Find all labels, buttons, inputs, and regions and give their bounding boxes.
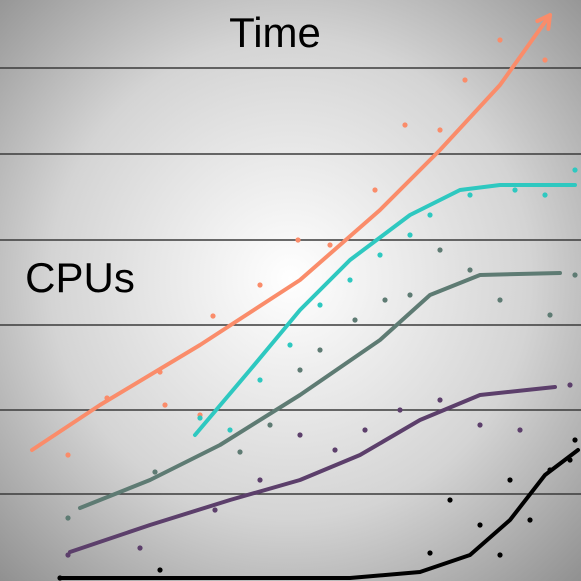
data-point — [227, 427, 233, 433]
data-point — [547, 312, 553, 318]
data-point — [572, 167, 578, 173]
data-point — [407, 292, 413, 298]
series — [30, 13, 552, 458]
data-point — [297, 367, 303, 373]
grid — [0, 67, 581, 495]
data-point — [462, 77, 468, 83]
data-point — [65, 515, 71, 521]
data-point — [542, 57, 548, 63]
data-point — [467, 267, 473, 273]
data-point — [467, 192, 473, 198]
data-point — [497, 37, 503, 43]
data-point — [497, 297, 503, 303]
series — [57, 437, 580, 581]
data-point — [152, 469, 158, 475]
data-point — [477, 422, 483, 428]
data-point — [407, 232, 413, 238]
data-point — [295, 237, 301, 243]
data-point — [237, 449, 243, 455]
data-point — [507, 477, 513, 483]
data-point — [332, 447, 338, 453]
data-point — [437, 397, 443, 403]
data-point — [317, 347, 323, 353]
series — [65, 382, 573, 558]
data-point — [197, 415, 203, 421]
data-point — [317, 302, 323, 308]
arrow-head — [535, 13, 552, 31]
data-point — [572, 437, 578, 443]
data-point — [397, 407, 403, 413]
data-point — [497, 552, 503, 558]
chart-title: Time — [229, 9, 321, 56]
trend-line — [193, 183, 577, 437]
data-point — [352, 317, 358, 323]
data-point — [257, 477, 263, 483]
data-point — [212, 507, 218, 513]
axis-annotation: CPUs — [25, 254, 135, 301]
data-point — [157, 567, 163, 573]
series — [65, 247, 578, 521]
data-point — [437, 127, 443, 133]
data-point — [527, 517, 533, 523]
data-point — [447, 497, 453, 503]
data-point — [427, 212, 433, 218]
data-point — [162, 402, 168, 408]
data-point — [542, 192, 548, 198]
data-point — [402, 122, 408, 128]
trend-line — [68, 385, 557, 554]
data-point — [437, 247, 443, 253]
data-point — [297, 432, 303, 438]
trend-line — [78, 271, 562, 510]
data-point — [382, 297, 388, 303]
data-point — [347, 277, 353, 283]
trend-line — [58, 448, 580, 580]
trend-line — [30, 13, 552, 452]
plot-area — [30, 13, 580, 581]
data-point — [517, 427, 523, 433]
data-point — [477, 522, 483, 528]
data-point — [65, 452, 71, 458]
data-point — [567, 382, 573, 388]
series — [193, 167, 578, 437]
data-point — [377, 252, 383, 258]
data-point — [137, 545, 143, 551]
data-point — [257, 377, 263, 383]
data-point — [267, 422, 273, 428]
data-point — [257, 282, 263, 288]
data-point — [327, 242, 333, 248]
data-point — [287, 342, 293, 348]
data-point — [572, 272, 578, 278]
data-point — [372, 187, 378, 193]
data-point — [210, 313, 216, 319]
data-point — [427, 550, 433, 556]
data-point — [362, 427, 368, 433]
data-point — [512, 187, 518, 193]
